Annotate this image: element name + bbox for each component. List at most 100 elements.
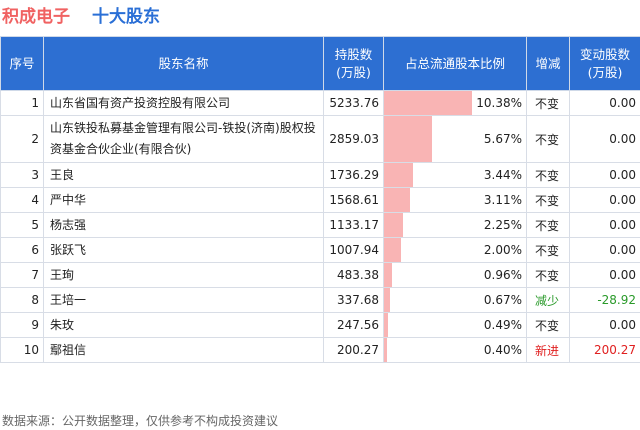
shareholder-name: 王良: [43, 162, 324, 188]
col-header-idx: 序号: [0, 36, 44, 91]
row-index: 9: [0, 312, 44, 338]
shareholder-name: 杨志强: [43, 212, 324, 238]
row-index: 2: [0, 115, 44, 163]
table-row: 10 鄢祖信 200.27 0.40% 新进 200.27: [0, 337, 640, 363]
row-index: 3: [0, 162, 44, 188]
ratio-cell: 2.25%: [383, 212, 527, 238]
shares-held: 1568.61: [323, 187, 384, 213]
row-index: 10: [0, 337, 44, 363]
ratio-value: 0.67%: [483, 293, 522, 307]
ratio-cell: 2.00%: [383, 237, 527, 263]
table-row: 2 山东铁投私募基金管理有限公司-铁投(济南)股权投资基金合伙企业(有限合伙) 28…: [0, 115, 640, 163]
ratio-bar: [384, 263, 393, 287]
table-row: 4 严中华 1568.61 3.11% 不变 0.00: [0, 187, 640, 213]
shares-held: 1736.29: [323, 162, 384, 188]
shareholder-name: 张跃飞: [43, 237, 324, 263]
ratio-bar: [384, 213, 404, 237]
shareholders-table: 序号 股东名称 持股数 (万股) 占总流通股本比例 增减 变动股数 (万股) 1…: [0, 36, 640, 363]
row-index: 4: [0, 187, 44, 213]
change-amount: 0.00: [569, 187, 640, 213]
shares-held: 2859.03: [323, 115, 384, 163]
ratio-cell: 3.11%: [383, 187, 527, 213]
change-status: 不变: [526, 187, 570, 213]
change-status: 不变: [526, 115, 570, 163]
change-amount: 0.00: [569, 115, 640, 163]
ratio-bar: [384, 116, 433, 162]
shares-held: 337.68: [323, 287, 384, 313]
title-bar: 积成电子 十大股东: [0, 0, 640, 28]
ratio-value: 2.25%: [483, 218, 522, 232]
shareholder-name: 朱玫: [43, 312, 324, 338]
change-status: 不变: [526, 262, 570, 288]
row-index: 8: [0, 287, 44, 313]
ratio-cell: 0.96%: [383, 262, 527, 288]
change-amount: 0.00: [569, 237, 640, 263]
ratio-value: 0.40%: [483, 343, 522, 357]
shares-held: 1133.17: [323, 212, 384, 238]
data-source-note: 数据来源：公开数据整理，仅供参考不构成投资建议: [2, 414, 279, 428]
ratio-bar: [384, 288, 390, 312]
change-status: 新进: [526, 337, 570, 363]
table-row: 5 杨志强 1133.17 2.25% 不变 0.00: [0, 212, 640, 238]
shares-held: 483.38: [323, 262, 384, 288]
table-row: 9 朱玫 247.56 0.49% 不变 0.00: [0, 312, 640, 338]
ratio-bar: [384, 91, 472, 115]
col-header-pct: 占总流通股本比例: [383, 36, 527, 91]
page-title: 十大股东: [92, 7, 160, 27]
ratio-cell: 0.67%: [383, 287, 527, 313]
table-row: 8 王培一 337.68 0.67% 减少 -28.92: [0, 287, 640, 313]
ratio-value: 0.49%: [483, 318, 522, 332]
ratio-value: 10.38%: [476, 96, 522, 110]
change-amount: 0.00: [569, 162, 640, 188]
shareholder-name: 王珣: [43, 262, 324, 288]
shares-held: 5233.76: [323, 90, 384, 116]
ratio-value: 0.96%: [483, 268, 522, 282]
ratio-cell: 0.40%: [383, 337, 527, 363]
ratio-value: 5.67%: [483, 132, 522, 146]
change-amount: 200.27: [569, 337, 640, 363]
row-index: 5: [0, 212, 44, 238]
change-status: 减少: [526, 287, 570, 313]
change-amount: 0.00: [569, 262, 640, 288]
col-header-shares: 持股数 (万股): [323, 36, 384, 91]
ratio-value: 3.11%: [483, 193, 522, 207]
table-row: 6 张跃飞 1007.94 2.00% 不变 0.00: [0, 237, 640, 263]
ratio-value: 2.00%: [483, 243, 522, 257]
row-index: 6: [0, 237, 44, 263]
table-header-row: 序号 股东名称 持股数 (万股) 占总流通股本比例 增减 变动股数 (万股): [0, 36, 640, 91]
change-amount: 0.00: [569, 312, 640, 338]
change-amount: 0.00: [569, 212, 640, 238]
shares-held: 247.56: [323, 312, 384, 338]
change-status: 不变: [526, 237, 570, 263]
change-status: 不变: [526, 212, 570, 238]
ratio-cell: 5.67%: [383, 115, 527, 163]
col-header-name: 股东名称: [43, 36, 324, 91]
row-index: 1: [0, 90, 44, 116]
shares-held: 1007.94: [323, 237, 384, 263]
shares-held: 200.27: [323, 337, 384, 363]
ratio-bar: [384, 313, 389, 337]
ratio-cell: 3.44%: [383, 162, 527, 188]
table-row: 1 山东省国有资产投资控股有限公司 5233.76 10.38% 不变 0.00: [0, 90, 640, 116]
row-index: 7: [0, 262, 44, 288]
ratio-bar: [384, 338, 388, 362]
table-row: 7 王珣 483.38 0.96% 不变 0.00: [0, 262, 640, 288]
change-amount: -28.92: [569, 287, 640, 313]
shareholder-name: 严中华: [43, 187, 324, 213]
ratio-bar: [384, 188, 411, 212]
stock-name: 积成电子: [2, 7, 70, 27]
ratio-bar: [384, 238, 401, 262]
col-header-delta: 变动股数 (万股): [569, 36, 640, 91]
shareholder-name: 山东省国有资产投资控股有限公司: [43, 90, 324, 116]
col-header-change: 增减: [526, 36, 570, 91]
change-amount: 0.00: [569, 90, 640, 116]
shareholder-name: 鄢祖信: [43, 337, 324, 363]
change-status: 不变: [526, 90, 570, 116]
shareholder-name: 山东铁投私募基金管理有限公司-铁投(济南)股权投资基金合伙企业(有限合伙): [43, 115, 324, 163]
ratio-cell: 10.38%: [383, 90, 527, 116]
table-row: 3 王良 1736.29 3.44% 不变 0.00: [0, 162, 640, 188]
ratio-value: 3.44%: [483, 168, 522, 182]
change-status: 不变: [526, 312, 570, 338]
shareholder-name: 王培一: [43, 287, 324, 313]
ratio-cell: 0.49%: [383, 312, 527, 338]
